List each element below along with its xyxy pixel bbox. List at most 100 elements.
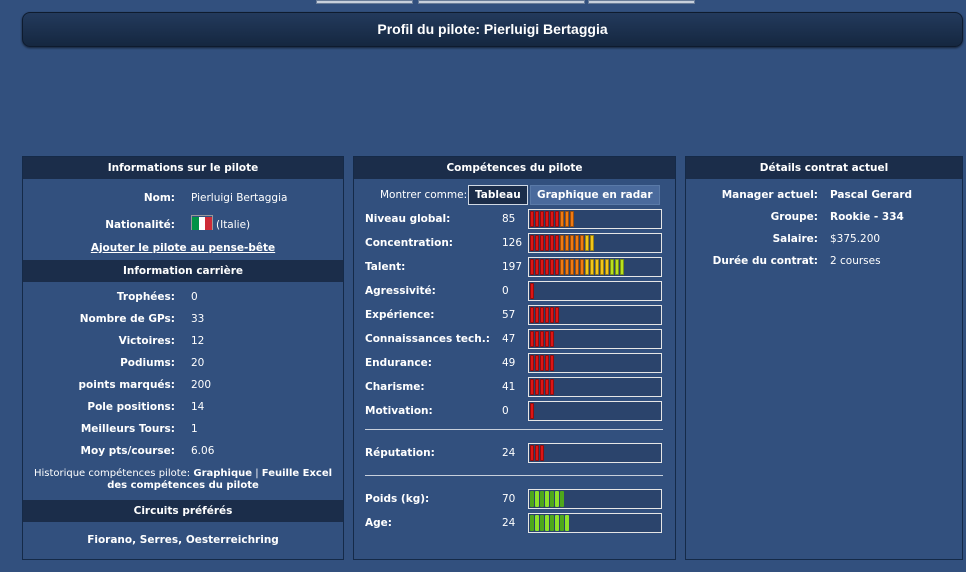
bar-segment [540,355,544,371]
bar-segment [530,379,534,395]
bar-segment [550,259,554,275]
bar-segment [550,307,554,323]
bar-segment [535,515,539,531]
bar-segment [540,491,544,507]
history-prefix: Historique compétences pilote: [33,468,191,479]
skill-name: Talent: [365,261,406,273]
career-row: Moy pts/course: 6.06 [23,440,343,462]
bar-segment [555,259,559,275]
skill-row: Niveau global: 85 [354,207,675,231]
history-graph-link[interactable]: Graphique [193,468,253,479]
physical-list: Poids (kg): 70 Age: 24 [354,487,675,535]
skill-name: Expérience: [365,309,435,321]
career-value: 14 [191,401,205,413]
skill-bar [528,443,662,463]
bar-segment [545,491,549,507]
skill-value: 24 [502,447,516,459]
skill-name: Charisme: [365,381,425,393]
bar-segment [590,235,594,251]
skill-row: Concentration: 126 [354,231,675,255]
bar-segment [560,515,564,531]
skill-value: 0 [502,405,509,417]
skill-bar [528,233,662,253]
bar-segment [545,211,549,227]
career-label: Moy pts/course: [80,445,175,457]
career-label: points marqués: [78,379,176,391]
skill-row: Charisme: 41 [354,375,675,399]
bar-segment [545,379,549,395]
contract-label: Manager actuel: [721,189,818,201]
skill-value: 57 [502,309,516,321]
skill-row: Talent: 197 [354,255,675,279]
bar-segment [585,235,589,251]
history-excel-link[interactable]: Feuille Excel des compétences du pilote [107,468,333,491]
bar-segment [570,211,574,227]
tab-radar-chart[interactable]: Graphique en radar [530,185,660,205]
bar-segment [610,259,614,275]
bar-segment [620,259,624,275]
contract-value: 2 courses [830,255,881,267]
tab-table[interactable]: Tableau [468,185,528,205]
contract-row: Manager actuel: Pascal Gerard [686,184,962,206]
bar-segment [540,331,544,347]
skills-header: Compétences du pilote [354,157,675,179]
skill-name: Connaissances tech.: [365,333,490,345]
contract-label: Durée du contrat: [712,255,818,267]
bar-segment [550,515,554,531]
skill-bar [528,377,662,397]
bar-segment [565,211,569,227]
bar-segment [530,283,534,299]
show-as-row: Montrer comme: Tableau Graphique en rada… [354,183,675,207]
bar-segment [530,259,534,275]
bar-segment [535,445,539,461]
top-tab-1[interactable] [316,0,413,4]
skill-bar-fill [530,211,575,227]
top-tab-3[interactable] [588,0,695,4]
skill-list: Niveau global: 85 Concentration: 126 Talent:… [354,207,675,423]
bar-segment [540,307,544,323]
skill-row: Réputation: 24 [354,441,675,465]
skill-bar-fill [530,331,555,347]
show-as-label: Montrer comme: [380,189,468,201]
driver-info-panel: Informations sur le pilote Nom: Pierluig… [22,156,344,560]
bar-segment [555,515,559,531]
bar-segment [545,307,549,323]
skill-bar [528,353,662,373]
bar-segment [535,379,539,395]
bar-segment [560,235,564,251]
skill-row: Motivation: 0 [354,399,675,423]
skill-row: Expérience: 57 [354,303,675,327]
bar-segment [530,211,534,227]
add-to-notepad-link[interactable]: Ajouter le pilote au pense-bête [90,242,276,254]
bar-segment [575,235,579,251]
contract-row: Salaire: $375.200 [686,228,962,250]
top-tab-2[interactable] [418,0,585,4]
skill-bar [528,489,662,509]
career-value: 12 [191,335,205,347]
bar-segment [530,331,534,347]
bar-segment [565,235,569,251]
career-row: Meilleurs Tours: 1 [23,418,343,440]
career-row: Trophées: 0 [23,286,343,308]
bar-segment [600,259,604,275]
skill-value: 41 [502,381,516,393]
skills-history: Historique compétences pilote: Graphique… [23,468,343,492]
bar-segment [550,331,554,347]
bar-segment [545,355,549,371]
career-label: Trophées: [116,291,175,303]
skill-bar [528,329,662,349]
career-row: Pole positions: 14 [23,396,343,418]
career-label: Nombre de GPs: [79,313,175,325]
skill-bar [528,305,662,325]
skill-value: 0 [502,285,509,297]
nationality-value: (Italie) [216,219,251,231]
career-label: Pole positions: [87,401,175,413]
bar-segment [535,235,539,251]
bar-segment [530,491,534,507]
career-value: 33 [191,313,205,325]
nationality-value-wrap: (Italie) [191,214,250,236]
bar-segment [535,355,539,371]
bar-segment [560,211,564,227]
career-label: Meilleurs Tours: [80,423,175,435]
skill-name: Réputation: [365,447,435,459]
